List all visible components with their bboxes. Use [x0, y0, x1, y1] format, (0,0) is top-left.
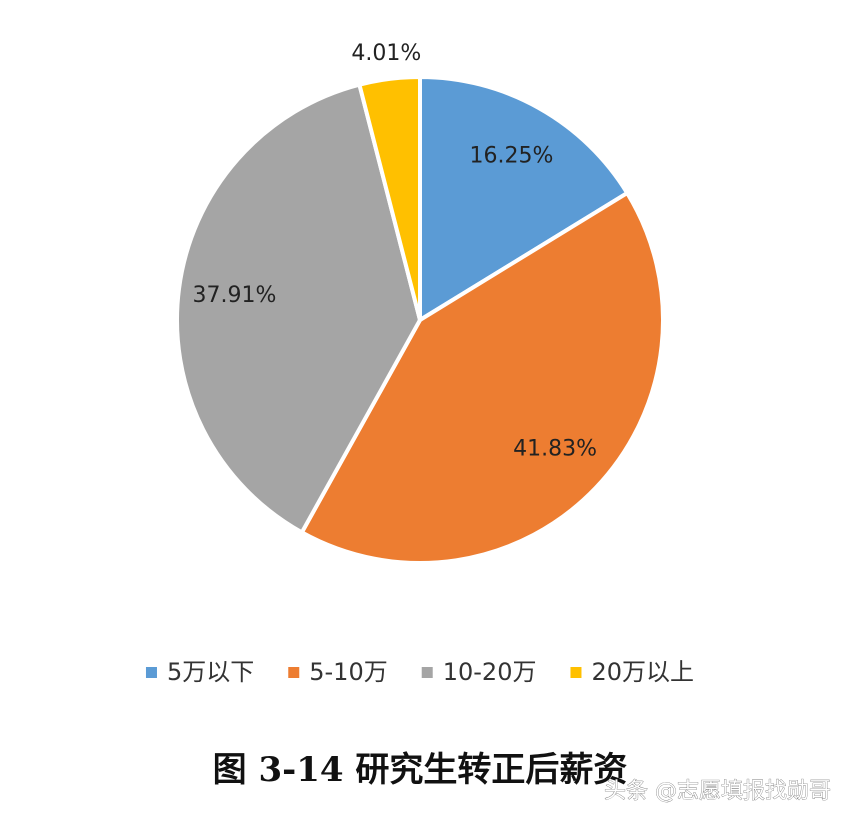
chart-title: 图 3-14 研究生转正后薪资 [213, 750, 628, 790]
legend-label: 5万以下 [167, 658, 254, 686]
legend-marker [421, 667, 433, 678]
legend-label: 10-20万 [443, 658, 537, 686]
pie-slice [356, 74, 422, 321]
legend-marker [288, 667, 300, 678]
value-label: 16.25% [469, 144, 553, 169]
pie-slice [418, 74, 630, 324]
legend-marker [570, 667, 582, 678]
legend-marker [145, 667, 157, 678]
pie-slice [175, 82, 423, 536]
legend-label: 5-10万 [309, 658, 387, 686]
value-label: 37.91% [192, 283, 276, 308]
value-label: 4.01% [351, 41, 421, 66]
legend-label: 20万以上 [591, 658, 694, 686]
pie-slice [299, 190, 665, 565]
value-label: 41.83% [513, 436, 597, 461]
watermark: 头条 @志愿填报找勋哥 [604, 779, 831, 804]
